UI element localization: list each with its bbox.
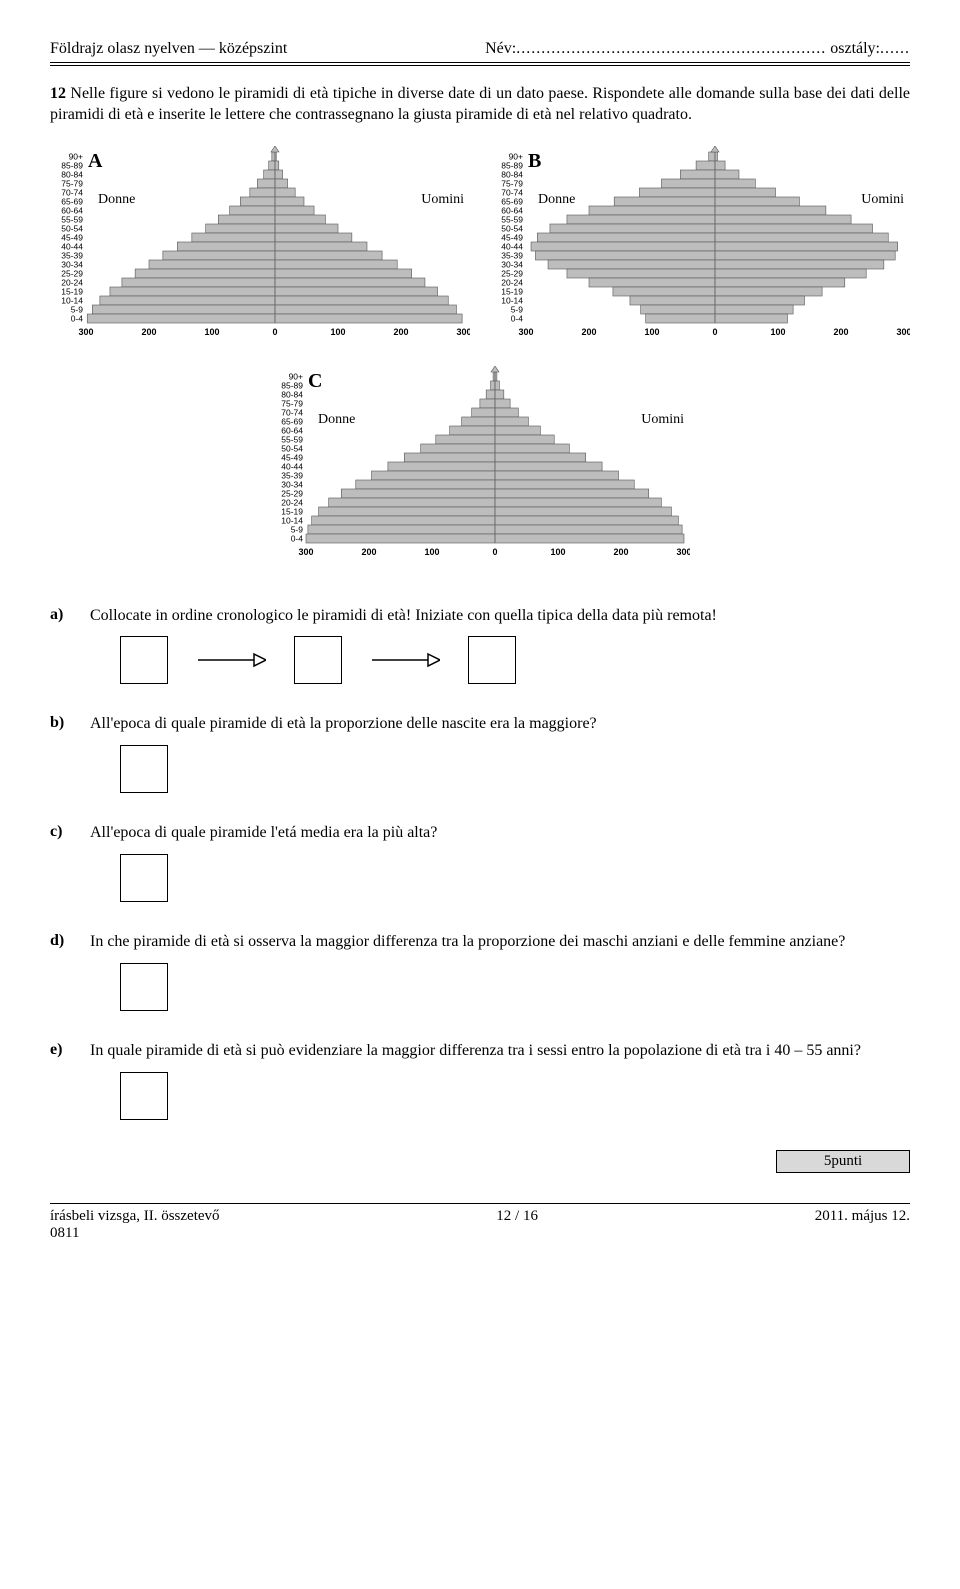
pyramid-C-uomini: Uomini bbox=[641, 412, 684, 428]
svg-text:300: 300 bbox=[456, 327, 470, 337]
svg-text:200: 200 bbox=[613, 547, 628, 557]
class-dots: ...... bbox=[880, 40, 910, 57]
class-label: osztály: bbox=[830, 40, 880, 57]
svg-text:100: 100 bbox=[644, 327, 659, 337]
question-12: 12 Nelle figure si vedono le piramidi di… bbox=[50, 84, 910, 1173]
answer-box[interactable] bbox=[468, 636, 516, 684]
svg-text:0-4: 0-4 bbox=[291, 533, 304, 543]
answer-box[interactable] bbox=[120, 1072, 168, 1120]
svg-text:100: 100 bbox=[204, 327, 219, 337]
svg-text:300: 300 bbox=[78, 327, 93, 337]
pyramid-C-svg: 90+85-8980-8475-7970-7465-6960-6455-5950… bbox=[270, 366, 690, 576]
pyramid-C-letter: C bbox=[308, 370, 322, 393]
svg-text:200: 200 bbox=[393, 327, 408, 337]
arrow-icon bbox=[196, 650, 266, 670]
answer-box[interactable] bbox=[294, 636, 342, 684]
sub-e-key: e) bbox=[50, 1041, 90, 1120]
page-header: Földrajz olasz nyelven — középszint Név:… bbox=[50, 40, 910, 63]
svg-text:100: 100 bbox=[770, 327, 785, 337]
svg-text:300: 300 bbox=[676, 547, 690, 557]
footer: írásbeli vizsga, II. összetevő 12 / 16 2… bbox=[50, 1208, 910, 1225]
footer-right: 2011. május 12. bbox=[815, 1208, 910, 1225]
pyramid-B-donne: Donne bbox=[538, 192, 575, 208]
question-text: 12 Nelle figure si vedono le piramidi di… bbox=[50, 84, 910, 126]
pyramid-C-donne: Donne bbox=[318, 412, 355, 428]
sub-b: b) All'epoca di quale piramide di età la… bbox=[50, 714, 910, 793]
pyramid-A-letter: A bbox=[88, 150, 102, 173]
svg-text:100: 100 bbox=[330, 327, 345, 337]
sub-c: c) All'epoca di quale piramide l'etá med… bbox=[50, 823, 910, 902]
svg-text:200: 200 bbox=[361, 547, 376, 557]
svg-text:0: 0 bbox=[712, 327, 717, 337]
pyramid-A-wrap: A Donne Uomini 90+85-8980-8475-7970-7465… bbox=[50, 146, 470, 356]
footer-left2: 0811 bbox=[50, 1225, 910, 1242]
sub-c-text: All'epoca di quale piramide l'etá media … bbox=[90, 823, 910, 844]
svg-text:100: 100 bbox=[424, 547, 439, 557]
pyramid-A-uomini: Uomini bbox=[421, 192, 464, 208]
svg-text:0: 0 bbox=[272, 327, 277, 337]
sub-d: d) In che piramide di età si osserva la … bbox=[50, 932, 910, 1011]
svg-text:300: 300 bbox=[896, 327, 910, 337]
sub-a-key: a) bbox=[50, 606, 90, 685]
question-intro: Nelle figure si vedono le piramidi di et… bbox=[50, 85, 910, 123]
svg-text:100: 100 bbox=[550, 547, 565, 557]
header-name-fields: Név:....................................… bbox=[485, 40, 910, 58]
pyramid-C-wrap: C Donne Uomini 90+85-8980-8475-7970-7465… bbox=[270, 366, 690, 576]
svg-text:300: 300 bbox=[518, 327, 533, 337]
svg-text:0-4: 0-4 bbox=[71, 313, 84, 323]
points-box: 5punti bbox=[776, 1150, 910, 1173]
svg-text:300: 300 bbox=[298, 547, 313, 557]
sub-b-key: b) bbox=[50, 714, 90, 793]
sub-d-text: In che piramide di età si osserva la mag… bbox=[90, 932, 910, 953]
pyramid-B-svg: 90+85-8980-8475-7970-7465-6960-6455-5950… bbox=[490, 146, 910, 356]
svg-text:200: 200 bbox=[141, 327, 156, 337]
sub-questions: a) Collocate in ordine cronologico le pi… bbox=[50, 606, 910, 1120]
header-rule bbox=[50, 65, 910, 66]
pyramid-row-1: A Donne Uomini 90+85-8980-8475-7970-7465… bbox=[50, 146, 910, 356]
answer-box[interactable] bbox=[120, 745, 168, 793]
sub-b-text: All'epoca di quale piramide di età la pr… bbox=[90, 714, 910, 735]
pyramid-A-svg: 90+85-8980-8475-7970-7465-6960-6455-5950… bbox=[50, 146, 470, 356]
pyramid-B-wrap: B Donne Uomini 90+85-8980-8475-7970-7465… bbox=[490, 146, 910, 356]
pyramid-row-2: C Donne Uomini 90+85-8980-8475-7970-7465… bbox=[50, 366, 910, 576]
sub-c-key: c) bbox=[50, 823, 90, 902]
svg-text:0: 0 bbox=[492, 547, 497, 557]
answer-box[interactable] bbox=[120, 963, 168, 1011]
answer-box[interactable] bbox=[120, 854, 168, 902]
name-label: Név: bbox=[485, 40, 516, 57]
pyramid-B-uomini: Uomini bbox=[861, 192, 904, 208]
sub-a: a) Collocate in ordine cronologico le pi… bbox=[50, 606, 910, 685]
header-subject: Földrajz olasz nyelven — középszint bbox=[50, 40, 287, 58]
pyramid-B-letter: B bbox=[528, 150, 541, 173]
svg-text:0-4: 0-4 bbox=[511, 313, 524, 323]
answer-box[interactable] bbox=[120, 636, 168, 684]
sub-a-flow bbox=[120, 636, 910, 684]
sub-d-key: d) bbox=[50, 932, 90, 1011]
arrow-icon bbox=[370, 650, 440, 670]
sub-e: e) In quale piramide di età si può evide… bbox=[50, 1041, 910, 1120]
question-number: 12 bbox=[50, 85, 66, 102]
pyramid-A-donne: Donne bbox=[98, 192, 135, 208]
footer-center: 12 / 16 bbox=[496, 1208, 538, 1225]
name-dots: ........................................… bbox=[516, 40, 826, 57]
footer-left: írásbeli vizsga, II. összetevő bbox=[50, 1208, 220, 1225]
sub-e-text: In quale piramide di età si può evidenzi… bbox=[90, 1041, 910, 1062]
svg-text:200: 200 bbox=[581, 327, 596, 337]
svg-text:200: 200 bbox=[833, 327, 848, 337]
sub-a-text: Collocate in ordine cronologico le piram… bbox=[90, 606, 910, 627]
footer-rule bbox=[50, 1203, 910, 1204]
